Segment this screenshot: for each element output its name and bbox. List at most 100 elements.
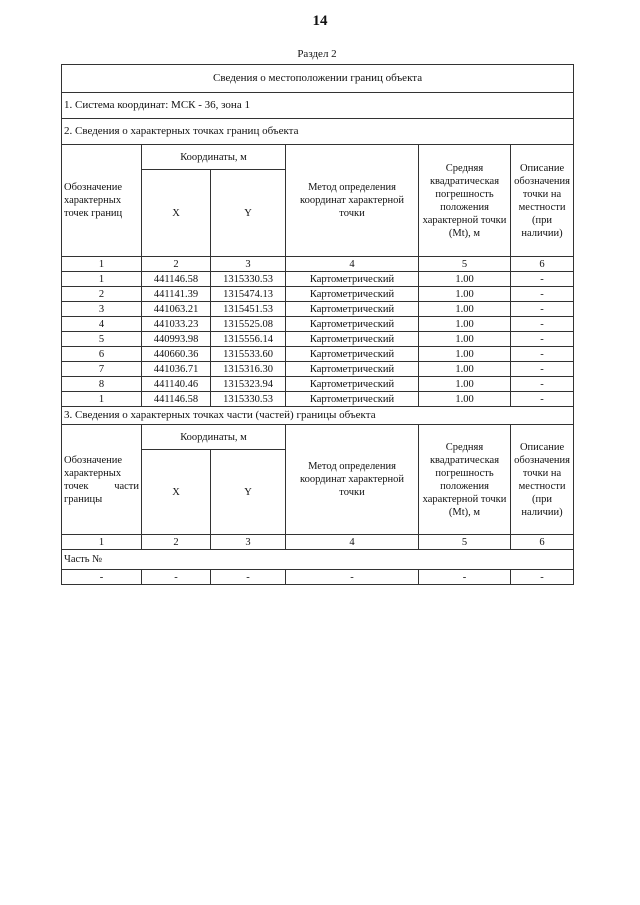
table-cell: 2 [61,286,142,302]
header-designation-part: Обозначение характерных точек части гран… [61,424,142,535]
table-title: Сведения о местоположении границ объекта [60,64,575,93]
table-row: 2 441141.39 1315474.13 Картометрический 1.00… [61,286,575,302]
table-row: 1 441146.58 1315330.53 Картометрический 1.00… [61,391,575,407]
table-cell: 1315323.94 [210,376,286,392]
table-cell: 440660.36 [141,346,211,362]
table-cell: 8 [61,376,142,392]
table-cell: 1.00 [418,391,511,407]
header-coords-part: Координаты, м [141,424,286,450]
table-cell: - [509,569,575,585]
table-cell: 1315556.14 [210,331,286,347]
table-cell: - [509,331,575,347]
table-cell: - [509,346,575,362]
table-cell: - [210,569,286,585]
table-cell: 1.00 [418,361,511,377]
table-cell: 1315525.08 [210,316,286,332]
table-row: 1 441146.58 1315330.53 Картометрический 1.00… [61,271,575,287]
table-cell: - [61,569,142,585]
table-row: 5 440993.98 1315556.14 Картометрический 1.00… [61,331,575,347]
table-cell: 1315330.53 [210,271,286,287]
table-cell: - [509,271,575,287]
table-cell: Картометрический [285,346,419,362]
table-row: 7 441036.71 1315316.30 Картометрический 1.00… [61,361,575,377]
table-cell: 1.00 [418,316,511,332]
table-cell: 7 [61,361,142,377]
table-cell: 441141.39 [141,286,211,302]
table-cell: 1 [61,271,142,287]
header-method-part: Метод определения координат характерной … [285,424,419,535]
table-cell: 441146.58 [141,271,211,287]
table-cell: 1.00 [418,301,511,317]
table-row: 4 441033.23 1315525.08 Картометрический 1.00… [61,316,575,332]
table-cell: 1.00 [418,271,511,287]
section2-title: 2. Сведения о характерных точках границ … [60,118,575,145]
table-cell: 441033.23 [141,316,211,332]
table-cell: Картометрический [285,286,419,302]
column-number: 5 [418,256,511,272]
table-cell: - [509,301,575,317]
column-number: 4 [285,256,419,272]
table-row: 3 441063.21 1315451.53 Картометрический 1.00… [61,301,575,317]
column-number: 1 [61,534,142,550]
header-method: Метод определения координат характерной … [285,144,419,257]
page-number: 14 [312,13,328,29]
coord-system: 1. Система координат: МСК - 36, зона 1 [60,92,575,119]
column-number: 6 [509,534,575,550]
table-cell: - [509,316,575,332]
column-number: 2 [141,534,211,550]
table-cell: Картометрический [285,271,419,287]
header-description: Описание обозначения точки на местности … [509,144,575,257]
header-error-part: Средняя квадратическая погрешность полож… [418,424,511,535]
table-cell: Картометрический [285,301,419,317]
section3-title: 3. Сведения о характерных точках части (… [60,406,575,425]
header-designation: Обозначение характерных точек границ [61,144,142,257]
column-number: 6 [509,256,575,272]
table-cell: 4 [61,316,142,332]
table-cell: Картометрический [285,331,419,347]
table-cell: - [509,286,575,302]
table-cell: 441140.46 [141,376,211,392]
header-y: Y [210,169,286,257]
header-error: Средняя квадратическая погрешность полож… [418,144,511,257]
table-cell: 5 [61,331,142,347]
table-cell: 1315451.53 [210,301,286,317]
part-label: Часть № [60,549,575,570]
table-row: 8 441140.46 1315323.94 Картометрический 1.00… [61,376,575,392]
header-x-part: X [141,449,211,535]
table-cell: 441146.58 [141,391,211,407]
table-cell: Картометрический [285,316,419,332]
column-number: 5 [418,534,511,550]
table-cell: Картометрический [285,376,419,392]
section-label: Раздел 2 [297,48,337,60]
column-number: 3 [210,256,286,272]
header-description-part: Описание обозначения точки на местности … [509,424,575,535]
table-cell: - [141,569,211,585]
table-cell: Картометрический [285,391,419,407]
column-number: 4 [285,534,419,550]
table-cell: 6 [61,346,142,362]
table-cell: - [509,376,575,392]
table-cell: 1315533.60 [210,346,286,362]
column-number: 3 [210,534,286,550]
table-cell: 441063.21 [141,301,211,317]
table-cell: 3 [61,301,142,317]
table-row: ------ [61,569,575,585]
table-cell: 1.00 [418,286,511,302]
table-cell: 1 [61,391,142,407]
table-cell: 1315316.30 [210,361,286,377]
table-cell: - [509,361,575,377]
header-x: X [141,169,211,257]
header-coords: Координаты, м [141,144,286,170]
column-number: 2 [141,256,211,272]
table-cell: - [285,569,419,585]
table-cell: 1.00 [418,376,511,392]
column-number: 1 [61,256,142,272]
boundary-table: Сведения о местоположении границ объекта… [60,64,575,585]
table-cell: - [509,391,575,407]
table-cell: 1315474.13 [210,286,286,302]
table-cell: Картометрический [285,361,419,377]
table-cell: 1.00 [418,331,511,347]
table-cell: 441036.71 [141,361,211,377]
table-row: 6 440660.36 1315533.60 Картометрический 1.00… [61,346,575,362]
table-cell: - [418,569,511,585]
